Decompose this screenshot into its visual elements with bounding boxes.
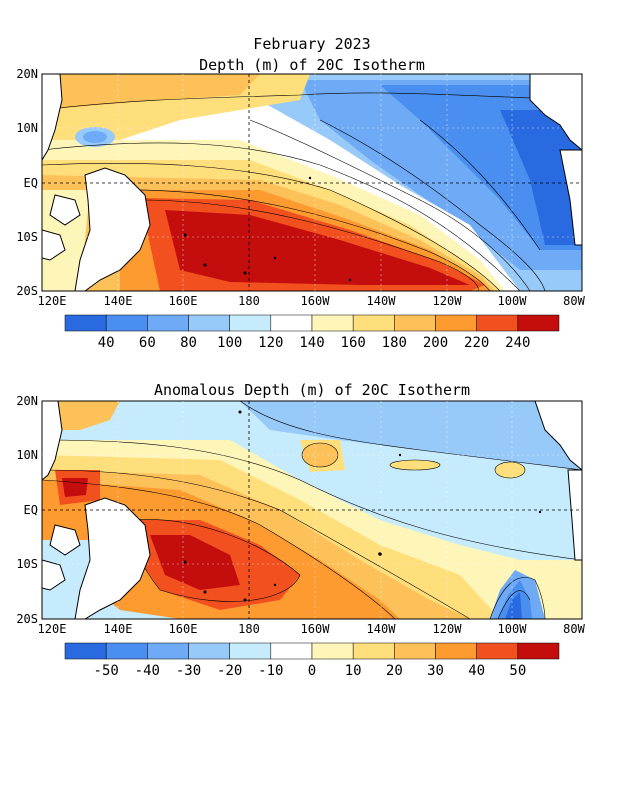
bottom-colorbar-label: 40 [468,663,485,679]
lon-label-160e: 160E [169,294,198,308]
top-map-grid [41,73,583,292]
top-colorbar: 40 60 80 100 120 140 160 180 200 220 240 [64,314,560,351]
top-colorbar-label: 100 [217,335,242,351]
lon-label-160e: 160E [169,622,198,636]
top-colorbar-label: 60 [139,335,156,351]
top-colorbar-swatch [64,314,107,332]
top-colorbar-label: 220 [464,335,489,351]
bottom-colorbar-label: 30 [427,663,444,679]
lat-label-10s: 10S [16,557,38,571]
bottom-map-lon-labels: 120E 140E 160E 180 160W 140W 120W 100W 8… [38,622,586,636]
lat-label-eq: EQ [24,176,38,190]
top-colorbar-swatch [517,314,560,332]
lon-label-160w: 160W [301,622,331,636]
lat-label-20n: 20N [16,394,38,408]
top-colorbar-label: 180 [382,335,407,351]
bottom-colorbar-swatch [517,642,560,660]
lon-label-140e: 140E [104,294,133,308]
bottom-colorbar-label: -10 [258,663,283,679]
lon-label-160w: 160W [301,294,331,308]
top-colorbar-swatch [147,314,189,332]
lat-label-20n: 20N [16,67,38,81]
top-map-lon-labels: 120E 140E 160E 180 160W 140W 120W 100W 8… [38,294,586,308]
top-colorbar-swatch [105,314,148,332]
bottom-colorbar-label: 0 [308,663,316,679]
top-map-lat-labels: 20N 10N EQ 10S 20S [16,67,38,298]
top-colorbar-swatch [229,314,272,332]
bottom-map-title: Anomalous Depth (m) of 20C Isotherm [154,381,470,399]
top-colorbar-label: 40 [98,335,115,351]
bottom-colorbar-swatch [147,642,189,660]
bottom-colorbar-swatch [476,642,519,660]
lon-label-140w: 140W [367,622,397,636]
lon-label-100w: 100W [498,294,528,308]
bottom-map-grid [41,400,583,620]
lat-label-10n: 10N [16,448,38,462]
top-colorbar-label: 120 [258,335,283,351]
lon-label-140w: 140W [367,294,397,308]
top-map-title: Depth (m) of 20C Isotherm [199,56,425,74]
top-depth-map [42,74,582,291]
bottom-colorbar-swatch [311,642,354,660]
lat-label-20s: 20S [16,612,38,626]
lon-label-120w: 120W [433,622,463,636]
lon-label-120e: 120E [38,622,67,636]
bottom-colorbar-swatch [64,642,107,660]
top-colorbar-swatch [476,314,519,332]
bottom-colorbar: -50 -40 -30 -20 -10 0 10 20 30 40 50 [64,642,560,679]
lat-label-10n: 10N [16,121,38,135]
lat-label-10s: 10S [16,230,38,244]
top-colorbar-swatch [188,314,230,332]
figure-title-date: February 2023 [253,35,370,53]
lon-label-180: 180 [238,622,260,636]
lon-label-120w: 120W [433,294,463,308]
bottom-colorbar-label: -30 [176,663,201,679]
lat-label-eq: EQ [24,503,38,517]
bottom-colorbar-swatch [352,642,395,660]
bottom-map-lat-labels: 20N 10N EQ 10S 20S [16,394,38,626]
bottom-colorbar-label: -40 [135,663,160,679]
top-colorbar-label: 200 [423,335,448,351]
top-colorbar-swatch [352,314,395,332]
bottom-colorbar-label: 20 [386,663,403,679]
bottom-colorbar-label: -50 [94,663,119,679]
top-colorbar-label: 80 [180,335,197,351]
lon-label-80w: 80W [563,622,585,636]
top-colorbar-swatch [394,314,436,332]
lon-label-100w: 100W [498,622,528,636]
bottom-colorbar-label: 10 [345,663,362,679]
lon-label-120e: 120E [38,294,67,308]
top-colorbar-swatch [435,314,477,332]
bottom-colorbar-swatch [105,642,148,660]
top-colorbar-label: 160 [341,335,366,351]
top-colorbar-label: 240 [505,335,530,351]
top-colorbar-swatch [311,314,354,332]
lon-label-180: 180 [238,294,260,308]
bottom-colorbar-label: 50 [509,663,526,679]
lon-label-80w: 80W [563,294,585,308]
lat-label-20s: 20S [16,284,38,298]
bottom-colorbar-swatch [435,642,477,660]
bottom-colorbar-swatch [394,642,436,660]
bottom-colorbar-label: -20 [217,663,242,679]
bottom-colorbar-swatch [229,642,272,660]
top-colorbar-label: 140 [299,335,324,351]
bottom-colorbar-swatch [270,642,313,660]
top-colorbar-swatch [270,314,313,332]
lon-label-140e: 140E [104,622,133,636]
bottom-colorbar-swatch [188,642,230,660]
